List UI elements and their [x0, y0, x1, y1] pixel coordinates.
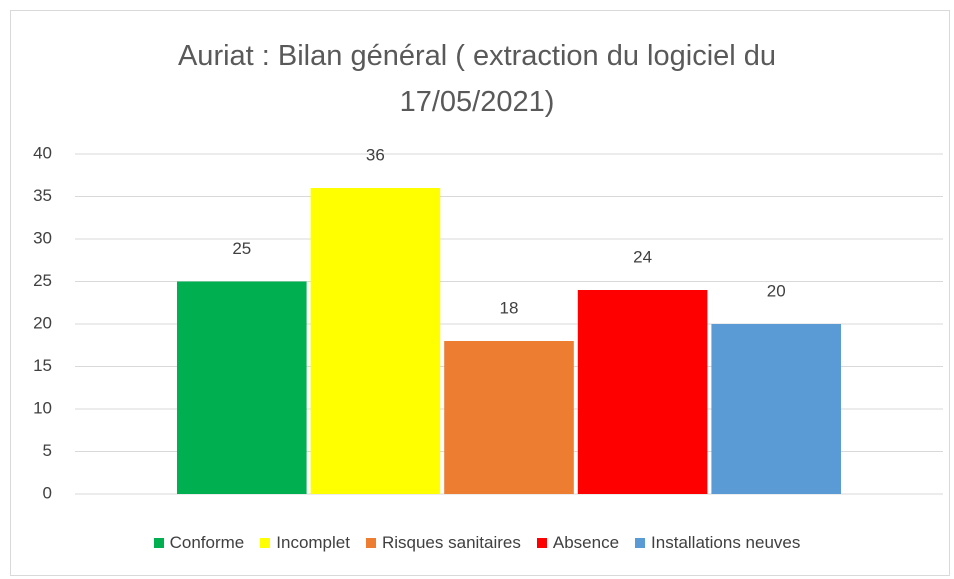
legend-item: Incomplet [260, 533, 350, 553]
y-tick-label: 20 [33, 313, 52, 332]
legend-marker [153, 538, 164, 548]
bar [444, 341, 574, 494]
y-tick-label: 30 [33, 228, 52, 247]
legend-label: Risques sanitaires [381, 533, 521, 552]
y-tick-label: 5 [43, 441, 52, 460]
legend-item: Risques sanitaires [365, 533, 521, 553]
legend-marker [536, 538, 547, 548]
legend-marker [260, 538, 271, 548]
legend: Conforme Incomplet Risques sanitaires Absen… [0, 533, 954, 553]
legend-marker [365, 538, 376, 548]
legend-label: Absence [552, 533, 620, 552]
legend-item: Conforme [153, 533, 245, 553]
legend-label: Conforme [169, 533, 245, 552]
y-tick-label: 40 [33, 143, 52, 162]
legend-marker [635, 538, 646, 548]
data-label: 18 [500, 298, 519, 317]
chart-title: Auriat : Bilan général ( extraction du l… [177, 40, 777, 118]
data-label: 25 [232, 239, 251, 258]
y-tick-label: 0 [43, 483, 52, 502]
data-label: 36 [366, 145, 385, 164]
legend-item: Installations neuves [635, 533, 800, 553]
data-label: 20 [767, 281, 786, 300]
y-tick-label: 35 [33, 186, 52, 205]
y-tick-label: 10 [33, 398, 52, 417]
y-tick-label: 25 [33, 271, 52, 290]
legend-item: Absence [536, 533, 620, 553]
legend-label: Incomplet [276, 533, 350, 552]
data-label: 24 [633, 247, 652, 266]
bar [176, 281, 307, 494]
bar [577, 290, 708, 494]
bar [711, 324, 842, 494]
bar [310, 188, 441, 494]
y-tick-label: 15 [33, 356, 52, 375]
legend-label: Installations neuves [651, 533, 801, 552]
